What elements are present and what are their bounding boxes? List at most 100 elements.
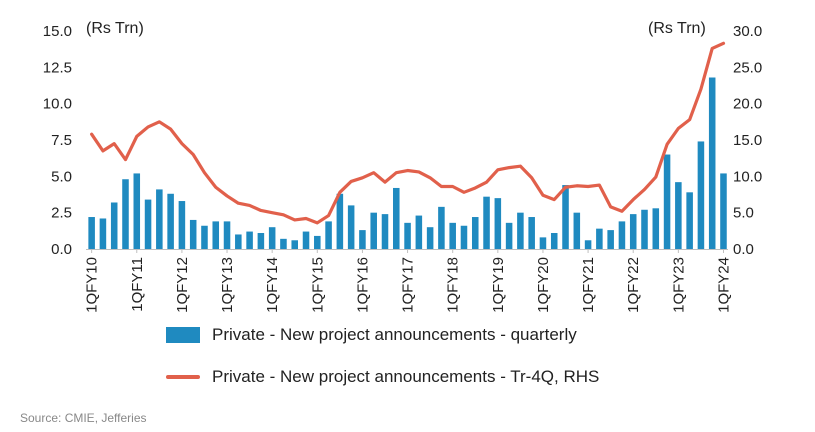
bar: [438, 206, 445, 249]
left-axis-unit: (Rs Trn): [86, 20, 144, 37]
x-tick-label: 1QFY13: [219, 257, 236, 313]
x-tick-label: 1QFY11: [129, 257, 146, 312]
right-tick-label: 15.0: [733, 132, 762, 149]
right-tick-label: 20.0: [733, 96, 762, 113]
x-tick-label: 1QFY15: [309, 257, 326, 313]
bar: [156, 189, 163, 249]
bar: [257, 233, 265, 249]
line-series: [90, 41, 726, 225]
bar: [663, 154, 671, 249]
x-tick-label: 1QFY24: [715, 257, 732, 313]
left-tick-label: 10.0: [43, 96, 72, 113]
bar: [133, 173, 141, 249]
left-tick-label: 0.0: [51, 241, 72, 258]
x-tick-label: 1QFY19: [490, 257, 507, 313]
x-axis: 1QFY10 1QFY11 1QFY12 1QFY13 1QFY14 1QFY15 1QFY…: [84, 249, 732, 313]
bar: [393, 187, 400, 249]
bar: [528, 217, 535, 249]
bar: [618, 221, 626, 249]
right-tick-label: 0.0: [733, 241, 754, 258]
bar: [573, 212, 581, 249]
bar: [336, 193, 344, 249]
bar: [449, 222, 456, 249]
bar: [426, 227, 434, 249]
legend-line-label: Private - New project announcements - Tr…: [212, 367, 600, 386]
bar: [88, 217, 95, 249]
bar: [314, 235, 321, 249]
bar: [359, 230, 366, 249]
bar: [178, 201, 186, 249]
bar: [460, 225, 468, 249]
right-axis-unit: (Rs Trn): [648, 20, 706, 37]
bar: [550, 233, 558, 249]
x-tick-label: 1QFY17: [400, 257, 417, 313]
x-tick-label: 1QFY20: [535, 257, 552, 313]
x-tick-label: 1QFY23: [670, 257, 687, 313]
left-tick-label: 12.5: [43, 59, 72, 76]
legend-item-line: Private - New project announcements - Tr…: [166, 367, 599, 387]
bar: [212, 221, 220, 249]
bar: [686, 192, 693, 249]
bar: [302, 231, 310, 249]
legend-bar-label: Private - New project announcements - qu…: [212, 325, 577, 344]
bar: [629, 214, 637, 249]
bar: [641, 209, 648, 249]
bar: [201, 225, 208, 249]
left-tick-label: 5.0: [51, 168, 72, 185]
right-tick-label: 25.0: [733, 59, 762, 76]
left-tick-label: 2.5: [51, 205, 72, 222]
bar: [471, 217, 479, 249]
left-tick-label: 15.0: [43, 23, 72, 40]
right-tick-label: 5.0: [733, 205, 754, 222]
bar: [246, 231, 253, 249]
bar: [415, 215, 423, 249]
bar: [584, 240, 592, 249]
left-tick-label: 7.5: [51, 132, 72, 149]
bar: [167, 193, 174, 249]
bar: [122, 179, 129, 249]
bar: [325, 221, 332, 249]
x-tick-label: 1QFY10: [84, 257, 101, 313]
x-tick-label: 1QFY18: [445, 257, 462, 313]
bar: [539, 237, 547, 249]
bar: [483, 196, 490, 249]
bar: [235, 234, 242, 249]
legend-line-swatch: [166, 375, 200, 379]
left-axis: 0.0 2.5 5.0 7.5 10.0 12.5 15.0: [43, 23, 72, 258]
bar: [675, 182, 682, 249]
bar: [347, 205, 355, 249]
bar: [223, 221, 231, 249]
legend-bar-swatch: [166, 327, 200, 343]
source-note: Source: CMIE, Jefferies: [20, 411, 147, 425]
bar: [596, 228, 603, 249]
bar: [291, 240, 298, 249]
bar: [517, 212, 524, 249]
legend-item-bar: Private - New project announcements - qu…: [166, 325, 577, 345]
bar: [110, 202, 118, 249]
x-tick-label: 1QFY12: [174, 257, 191, 313]
bar: [505, 222, 513, 249]
bar: [652, 208, 660, 249]
bar: [404, 222, 411, 249]
bar: [370, 212, 377, 249]
right-tick-label: 10.0: [733, 168, 762, 185]
x-tick-label: 1QFY14: [264, 257, 281, 313]
bar: [268, 227, 276, 249]
bar: [381, 214, 389, 249]
x-tick-label: 1QFY16: [354, 257, 371, 313]
bar: [697, 141, 705, 249]
bar: [189, 219, 197, 249]
bar: [144, 199, 152, 249]
bar-series: [88, 77, 727, 249]
x-tick-label: 1QFY22: [625, 257, 642, 313]
bar: [562, 185, 569, 249]
bar: [494, 198, 502, 249]
bar: [720, 173, 727, 249]
bar: [708, 77, 716, 249]
right-axis: 0.0 5.0 10.0 15.0 20.0 25.0 30.0: [733, 23, 762, 258]
bar: [280, 238, 287, 249]
right-tick-label: 30.0: [733, 23, 762, 40]
bar: [607, 230, 614, 249]
bar: [99, 218, 107, 249]
